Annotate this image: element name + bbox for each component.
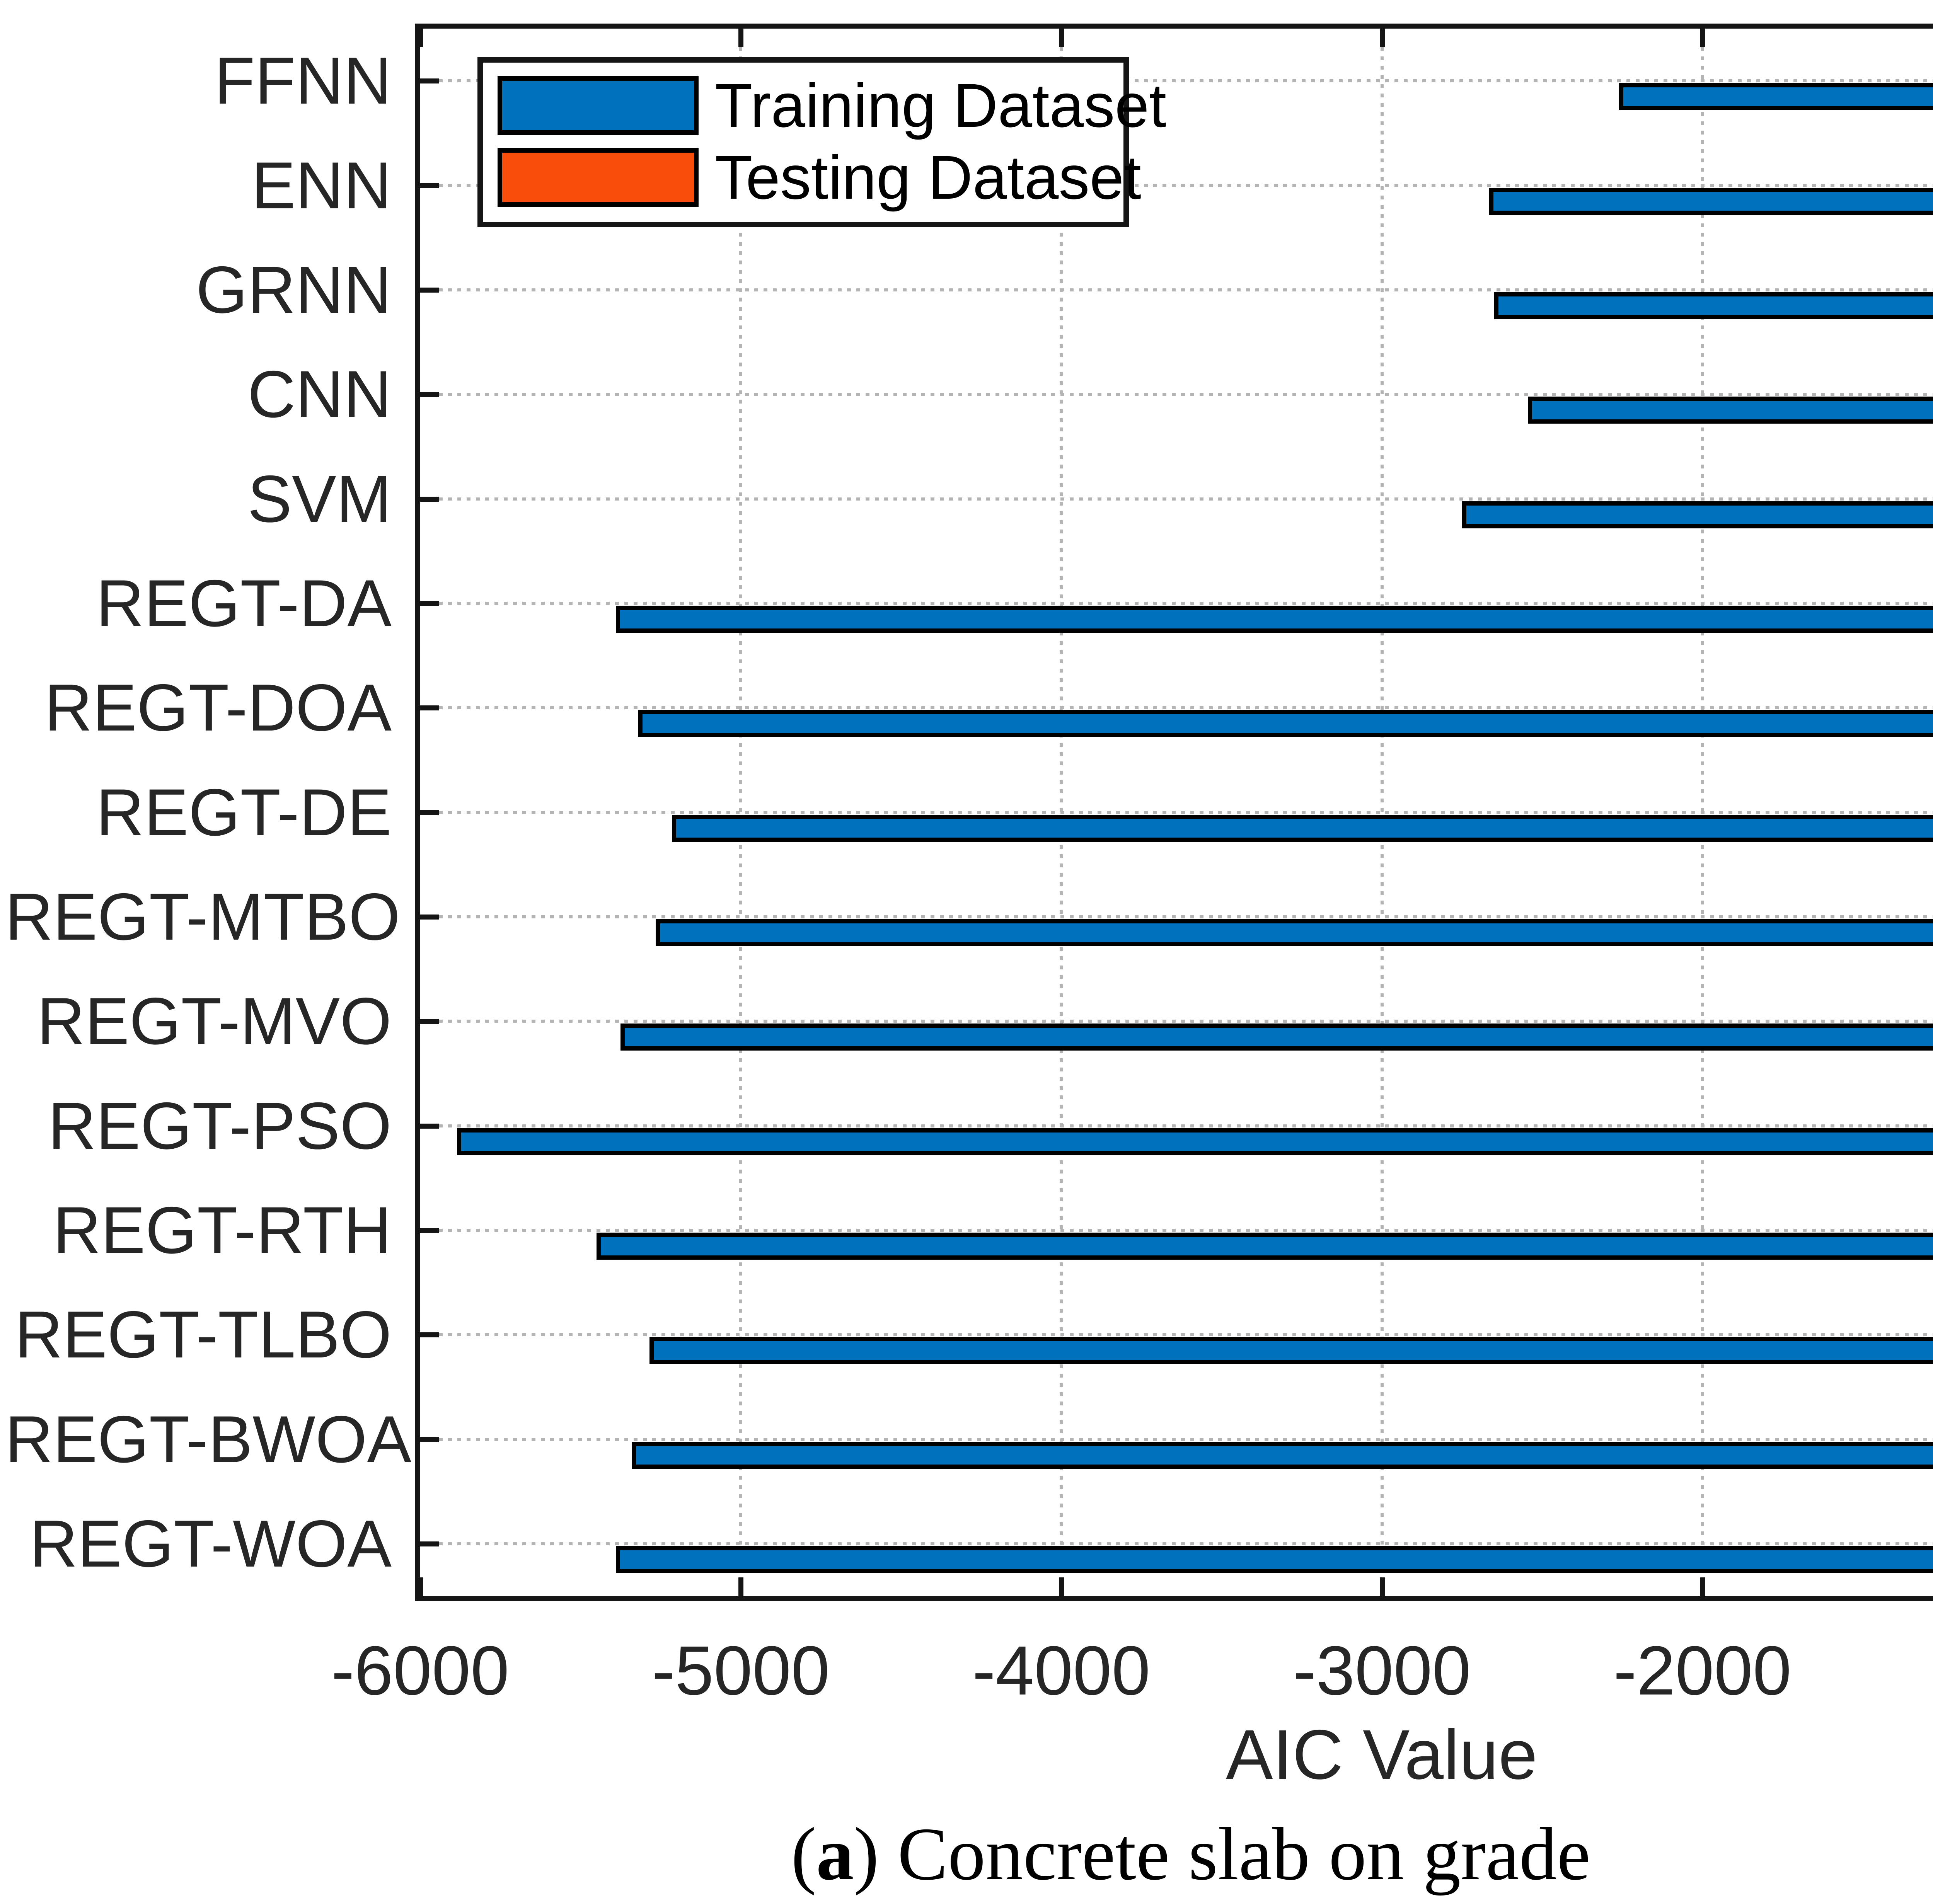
y-tick-left (420, 78, 439, 84)
caption-marker: a (816, 1812, 854, 1896)
horizontal-gridline (420, 1228, 1933, 1232)
x-tick-top (1379, 29, 1385, 47)
bar-training-REGT-RTH (597, 1232, 1933, 1260)
bar-training-REGT-WOA (615, 1546, 1933, 1573)
bar-training-REGT-PSO (457, 1128, 1933, 1155)
bar-training-FFNN (1619, 83, 1933, 111)
bar-training-REGT-DOA (638, 710, 1933, 737)
y-tick-left (420, 1228, 439, 1233)
bar-training-REGT-MTBO (656, 919, 1933, 946)
bar-training-REGT-BWOA (632, 1441, 1933, 1469)
y-axis-label-REGT-MTBO: REGT-MTBO (5, 879, 401, 954)
bar-training-REGT-TLBO (649, 1337, 1933, 1364)
horizontal-gridline (420, 1542, 1933, 1545)
x-tick-bottom (738, 1577, 744, 1596)
y-axis-label-REGT-BWOA: REGT-BWOA (5, 1402, 412, 1477)
y-axis-label-ENN: ENN (251, 148, 392, 223)
y-tick-left (420, 1332, 439, 1338)
y-tick-left (420, 1123, 439, 1129)
y-tick-left (420, 287, 439, 293)
horizontal-gridline (420, 1020, 1933, 1023)
bar-training-REGT-DA (615, 605, 1933, 633)
x-tick-label--1000: -1000 (1830, 1636, 1933, 1706)
y-axis-label-FFNN: FFNN (214, 44, 392, 118)
figure-caption: (a) Concrete slab on grade (791, 1817, 1590, 1892)
x-axis-title: AIC Value (1226, 1715, 1538, 1794)
legend-label-testing: Testing Dataset (715, 143, 1141, 212)
y-axis-label-REGT-DA: REGT-DA (96, 566, 392, 640)
horizontal-gridline (420, 184, 1933, 187)
y-axis-label-REGT-PSO: REGT-PSO (48, 1088, 392, 1163)
x-tick-label--3000: -3000 (1293, 1632, 1471, 1710)
horizontal-gridline (420, 497, 1933, 501)
y-tick-left (420, 392, 439, 397)
caption-text: Concrete slab on grade (897, 1812, 1590, 1896)
horizontal-gridline (420, 915, 1933, 918)
bar-training-CNN (1527, 397, 1933, 424)
y-axis-label-REGT-WOA: REGT-WOA (29, 1506, 392, 1581)
horizontal-gridline (420, 811, 1933, 814)
y-axis-label-GRNN: GRNN (196, 252, 392, 327)
x-tick-label--4000: -4000 (972, 1632, 1151, 1710)
bar-training-REGT-MVO (620, 1024, 1933, 1051)
horizontal-gridline (420, 288, 1933, 291)
caption-close-paren: ) (854, 1812, 879, 1896)
horizontal-gridline (420, 393, 1933, 396)
y-tick-left (420, 1541, 439, 1546)
legend: Training Dataset Testing Dataset (477, 57, 1166, 227)
x-tick-top (738, 29, 744, 47)
y-axis-label-SVM: SVM (247, 462, 392, 536)
bar-training-SVM (1462, 501, 1933, 528)
horizontal-gridline (420, 1124, 1933, 1127)
y-tick-left (420, 1019, 439, 1024)
legend-label-training: Training Dataset (715, 71, 1166, 140)
x-tick-bottom (1059, 1577, 1064, 1596)
y-axis-label-REGT-TLBO: REGT-TLBO (15, 1298, 392, 1372)
y-axis-label-CNN: CNN (247, 357, 392, 432)
bar-training-GRNN (1494, 292, 1933, 319)
x-tick-top (1059, 29, 1064, 47)
y-tick-left (420, 183, 439, 188)
caption-open-paren: ( (791, 1812, 816, 1896)
x-tick-top (418, 29, 423, 47)
horizontal-gridline (420, 1333, 1933, 1337)
x-tick-bottom (1700, 1577, 1705, 1596)
x-tick-label--6000: -6000 (331, 1632, 510, 1710)
y-tick-left (420, 496, 439, 502)
x-tick-label--5000: -5000 (651, 1632, 830, 1710)
y-axis-label-REGT-DE: REGT-DE (96, 775, 392, 850)
x-tick-top (1700, 29, 1705, 47)
horizontal-gridline (420, 79, 1933, 83)
plot-inner (418, 29, 1933, 1596)
y-tick-left (420, 601, 439, 606)
y-tick-left (420, 810, 439, 815)
horizontal-gridline (420, 706, 1933, 710)
y-tick-left (420, 1437, 439, 1442)
x-tick-label--2000: -2000 (1613, 1632, 1792, 1710)
y-axis-label-REGT-MVO: REGT-MVO (37, 984, 392, 1059)
bar-training-ENN (1489, 187, 1933, 215)
x-tick-bottom (1379, 1577, 1385, 1596)
horizontal-gridline (420, 1437, 1933, 1441)
y-tick-left (420, 705, 439, 711)
y-axis-label-REGT-RTH: REGT-RTH (53, 1193, 392, 1267)
plot-area: Training Dataset Testing Dataset (415, 24, 1933, 1601)
x-tick-bottom (418, 1577, 423, 1596)
horizontal-gridline (420, 601, 1933, 605)
legend-swatch-training (498, 76, 699, 135)
bar-training-REGT-DE (672, 814, 1933, 842)
legend-swatch-testing (498, 148, 699, 207)
y-axis-label-REGT-DOA: REGT-DOA (44, 671, 392, 745)
y-tick-left (420, 914, 439, 920)
